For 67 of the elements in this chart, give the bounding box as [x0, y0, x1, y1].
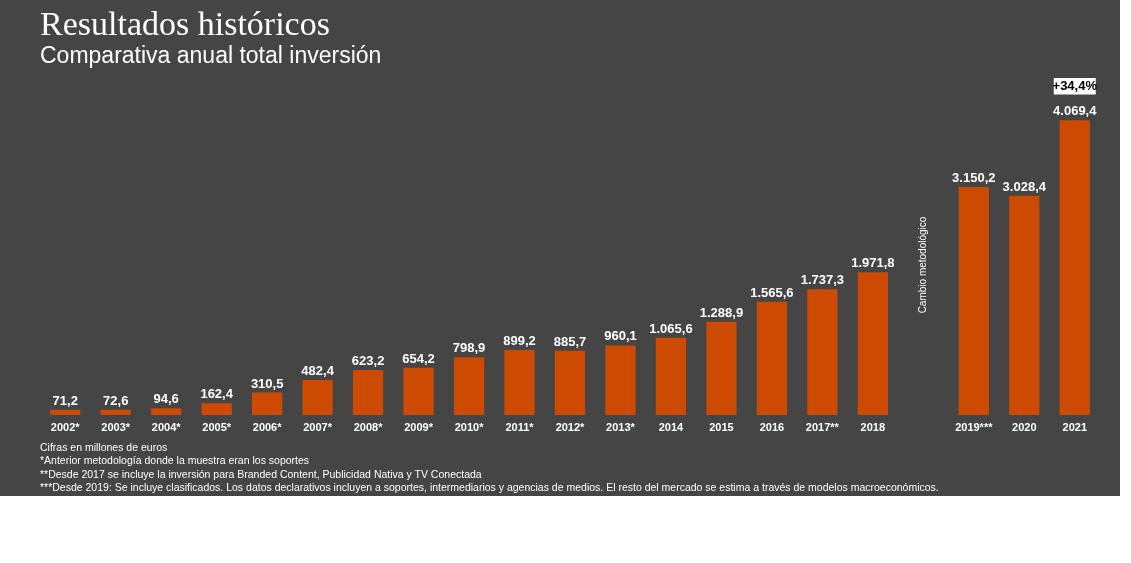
data-label: 1.065,6 [649, 320, 693, 336]
bar [504, 349, 535, 415]
x-tick-label: 2011* [505, 420, 535, 433]
x-tick-label: 2014 [658, 420, 685, 433]
x-tick-label: 2009* [404, 420, 434, 433]
x-tick-label: 2008* [353, 420, 384, 433]
data-label: 1.971,8 [851, 255, 895, 271]
data-label: 71,2 [52, 392, 78, 408]
bar [453, 357, 485, 415]
bar [302, 380, 333, 415]
x-tick-label: 2017** [805, 420, 840, 433]
data-label: 482,4 [301, 363, 335, 379]
bar [201, 403, 232, 415]
bar [857, 272, 888, 415]
data-label: 1.737,3 [800, 272, 845, 288]
x-tick-label: 2015 [709, 420, 734, 433]
bar [352, 369, 384, 415]
x-tick-label: 2019*** [955, 420, 994, 433]
x-tick-label: 2002* [50, 420, 81, 433]
data-label: 4.069,4 [1053, 103, 1098, 119]
bar [50, 409, 81, 415]
x-tick-label: 2007* [303, 420, 333, 433]
bar [554, 350, 586, 415]
bar [655, 337, 687, 415]
data-label: 72,6 [103, 392, 129, 408]
data-label: 798,9 [452, 340, 486, 356]
bar [958, 186, 989, 415]
data-label: 162,4 [200, 386, 234, 402]
bar [1009, 195, 1040, 415]
bar [756, 301, 788, 415]
x-tick-label: 2005* [202, 420, 232, 433]
bar [252, 392, 283, 415]
data-label: 1.565,6 [750, 284, 794, 300]
data-label: 94,6 [153, 391, 179, 407]
bar [1059, 120, 1090, 415]
x-tick-label: 2012* [555, 420, 586, 433]
bar [807, 289, 838, 415]
data-label: 3.028,4 [1002, 178, 1047, 194]
bar [151, 408, 182, 415]
data-label: 1.288,9 [699, 304, 744, 320]
x-tick-label: 2003* [101, 420, 131, 433]
bar [100, 409, 131, 415]
x-tick-label: 2004* [151, 420, 182, 433]
x-tick-label: 2018 [860, 420, 886, 433]
data-label: 3.150,2 [952, 169, 996, 185]
bar [605, 345, 636, 415]
x-tick-label: 2020 [1012, 420, 1037, 433]
text: Cifras en millones de euros [40, 440, 168, 453]
bar [403, 367, 434, 415]
data-label: 310,5 [250, 375, 284, 391]
data-label: 899,2 [503, 332, 536, 348]
data-label: 885,7 [553, 333, 587, 349]
x-tick-label: 2016 [759, 420, 785, 433]
x-tick-label: 2013* [606, 420, 636, 433]
data-label: 960,1 [604, 328, 637, 344]
data-label: 654,2 [402, 350, 435, 366]
data-label: 623,2 [351, 352, 385, 368]
text: **Desde 2017 se incluye la inversión para Branded Content, Publicidad Nativa y TV Conectada [40, 467, 482, 480]
annotation: Cambio metodológico [917, 216, 929, 314]
chart-title: Resultados históricos [40, 5, 330, 43]
x-tick-label: 2006* [252, 420, 283, 433]
x-tick-label: 2021 [1062, 420, 1087, 433]
x-tick-label: 2010* [454, 420, 485, 433]
text: *Anterior metodología donde la muestra eran los soportes [40, 454, 310, 467]
chart-subtitle: Comparativa anual total inversión [40, 42, 382, 69]
text: ***Desde 2019: Se incluye clasificados. Los datos declarativos incluyen a soportes, intermediarios y agencias de medios. El resto del mercado se estima a través de modelos macroeconómicos. [40, 481, 939, 494]
bar [706, 321, 737, 415]
